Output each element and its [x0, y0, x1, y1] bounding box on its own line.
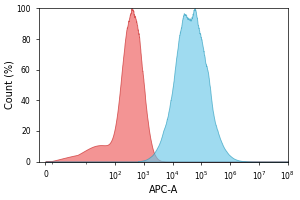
X-axis label: APC-A: APC-A [149, 185, 178, 195]
Y-axis label: Count (%): Count (%) [5, 61, 15, 109]
